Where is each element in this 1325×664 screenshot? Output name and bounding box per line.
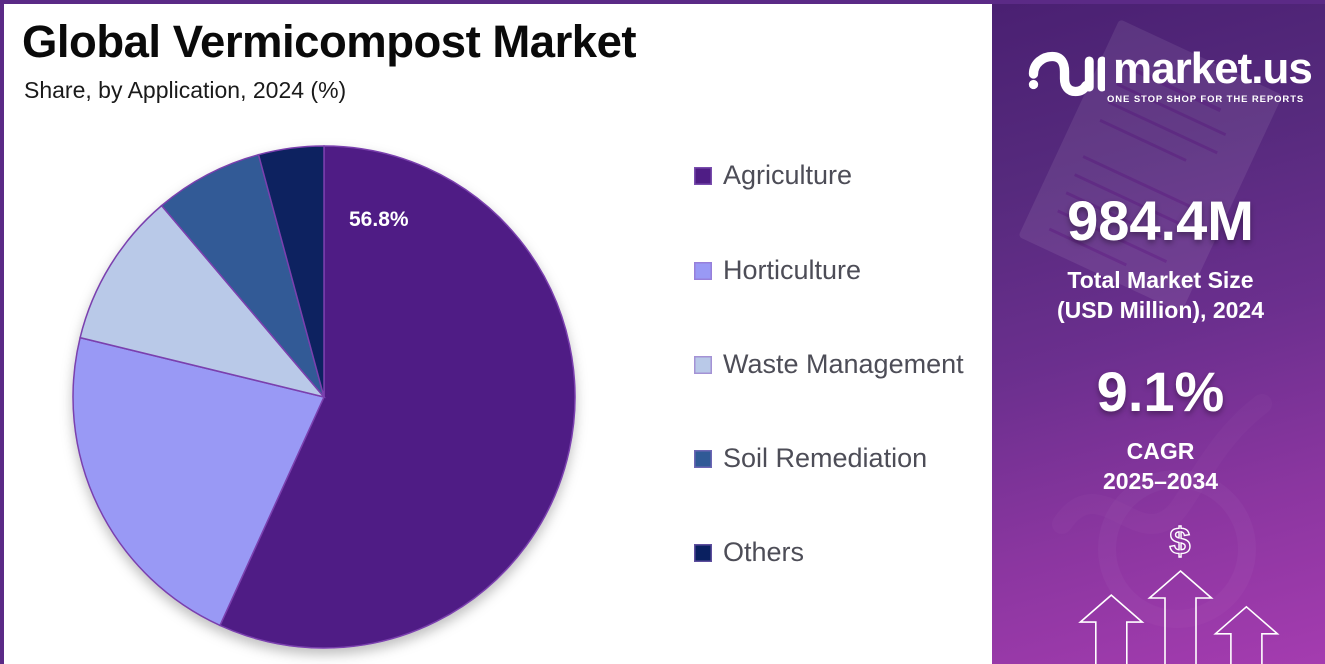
svg-text:$: $ bbox=[1169, 521, 1190, 563]
svg-text:56.8%: 56.8% bbox=[349, 208, 409, 231]
